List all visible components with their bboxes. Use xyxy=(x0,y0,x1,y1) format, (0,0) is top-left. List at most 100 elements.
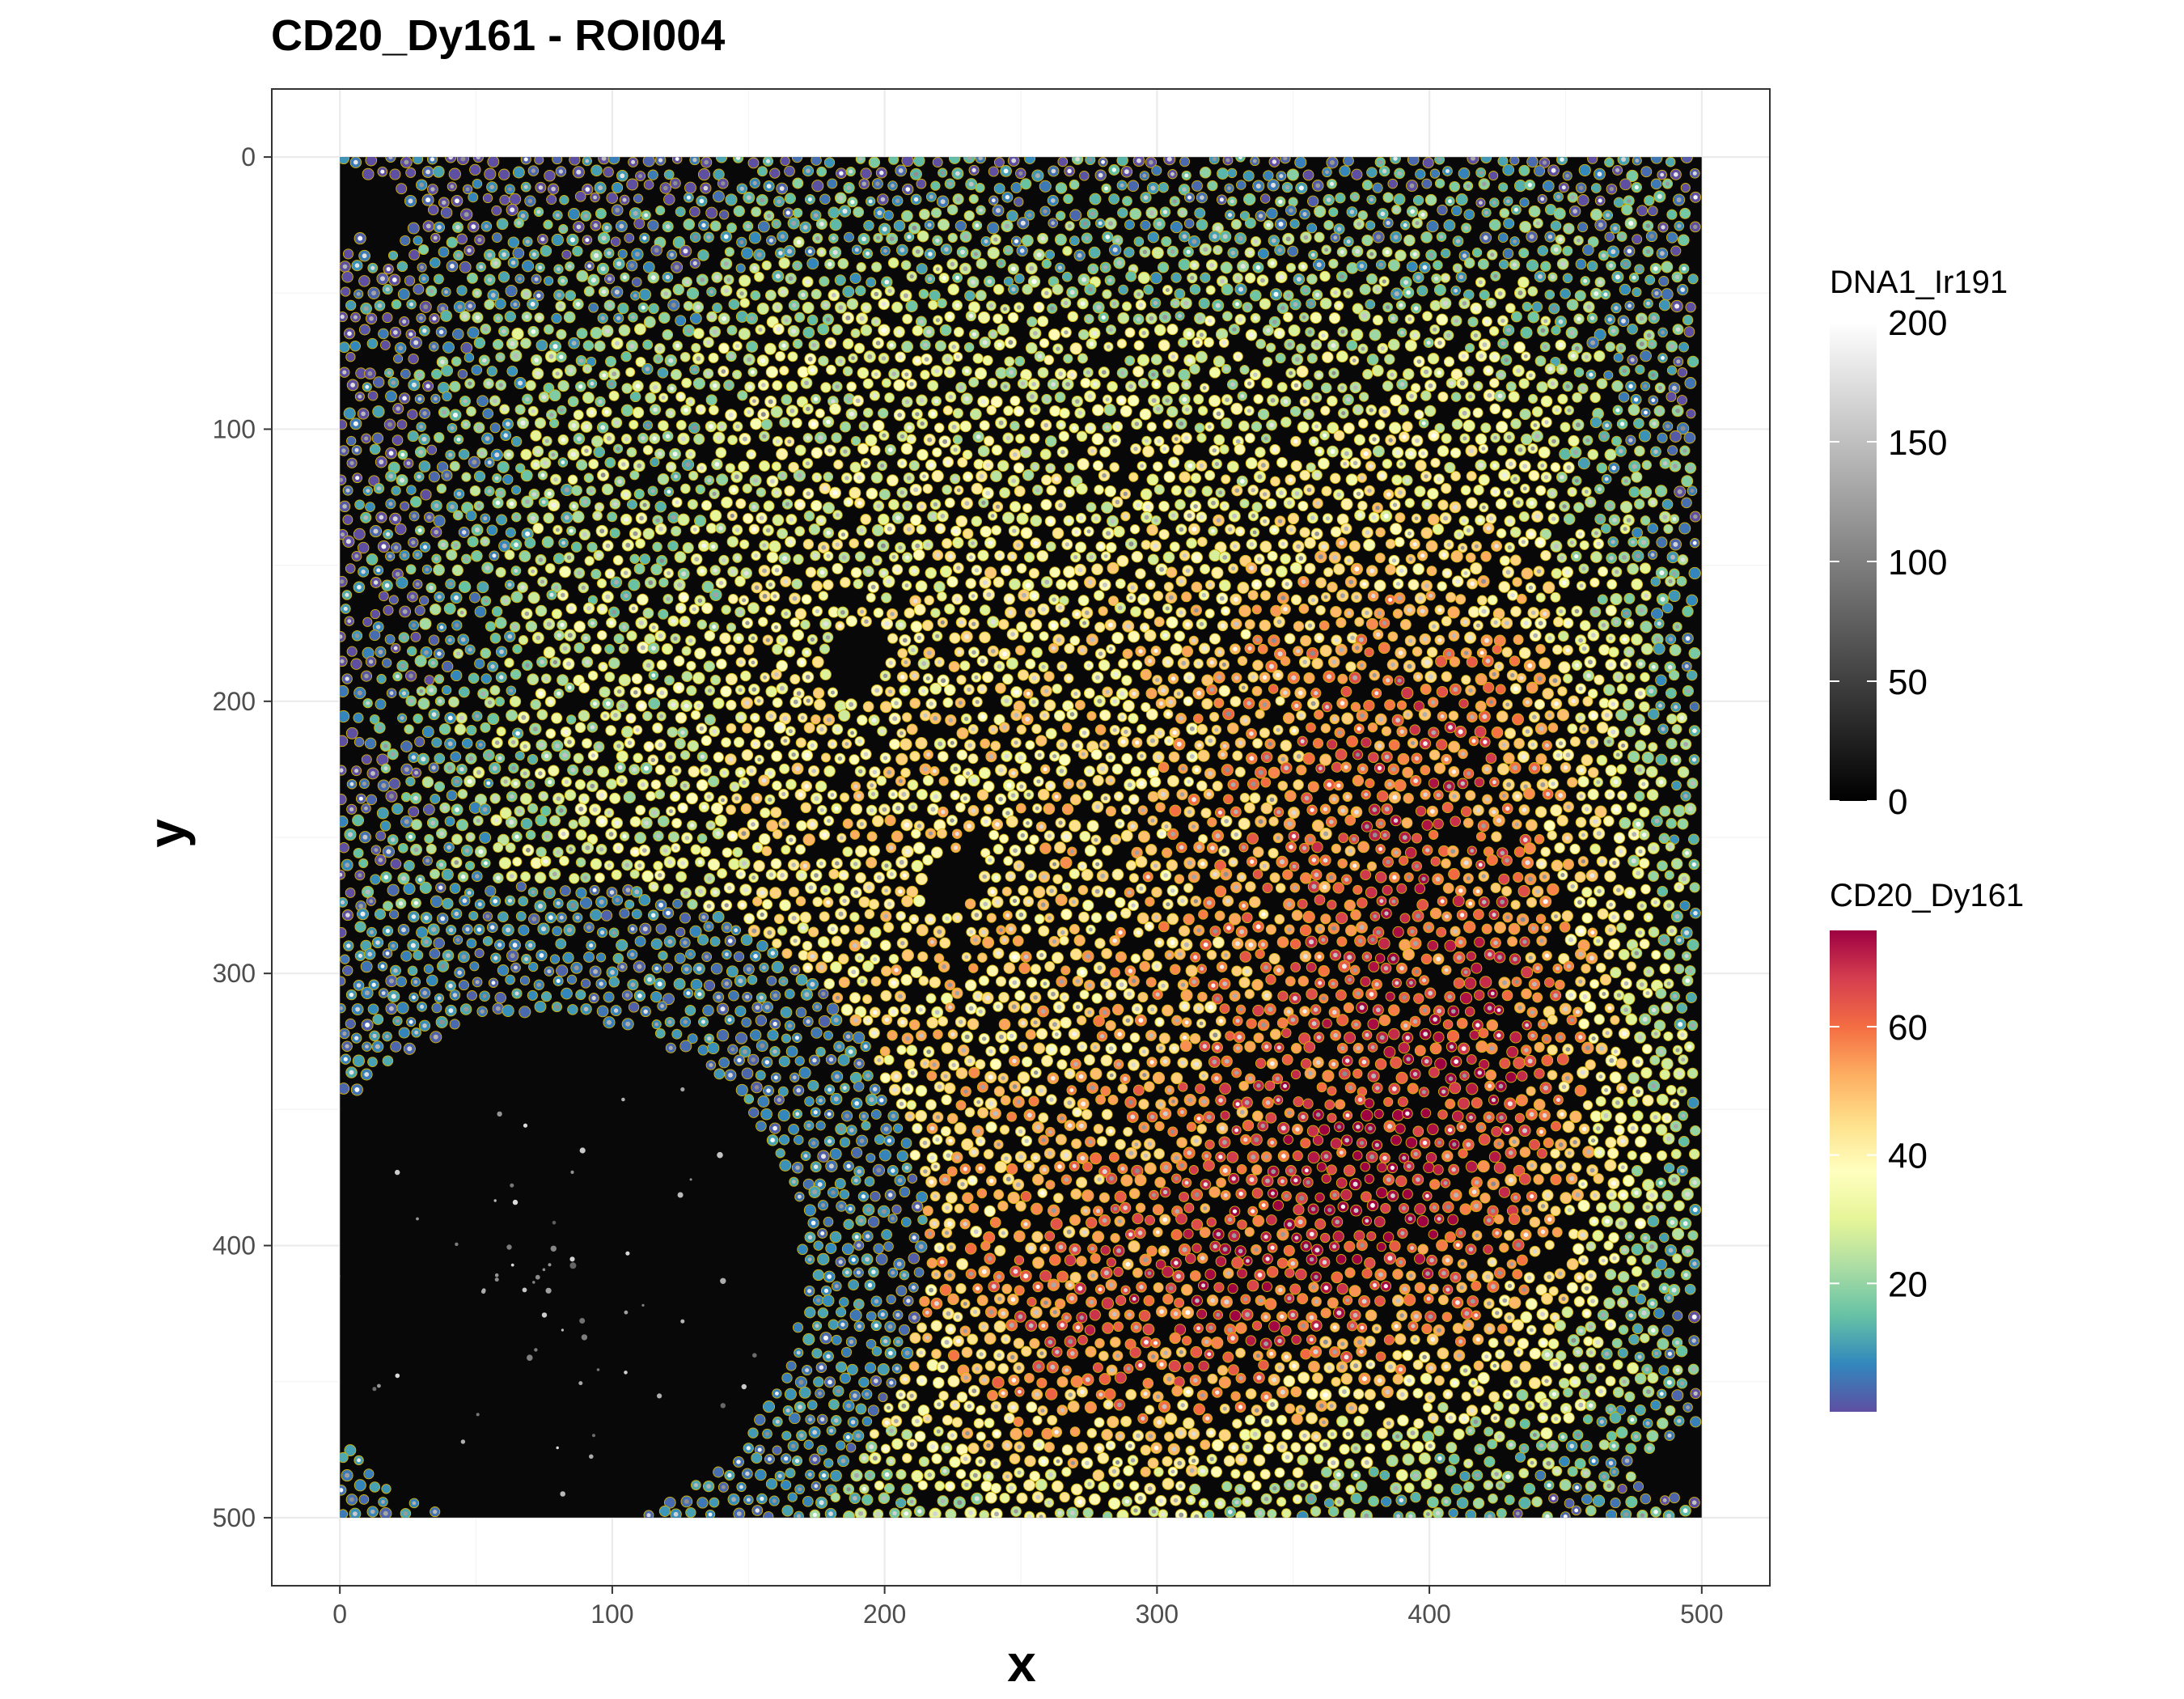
nucleus-point xyxy=(681,595,686,600)
nucleus-point xyxy=(1141,596,1146,602)
nucleus-point xyxy=(904,372,909,377)
nucleus-point xyxy=(1124,169,1129,175)
cell-point xyxy=(1358,418,1369,429)
nucleus-point xyxy=(343,607,348,611)
nucleus-point xyxy=(1540,328,1546,333)
cell-point xyxy=(1230,402,1243,415)
nucleus-point xyxy=(398,345,404,351)
nucleus-point xyxy=(751,636,756,641)
nucleus-point xyxy=(607,251,612,256)
cell-point xyxy=(472,157,484,163)
nucleus-point xyxy=(1187,358,1192,363)
nucleus-point xyxy=(1011,287,1016,292)
cell-point xyxy=(1136,354,1150,366)
nucleus-point xyxy=(826,530,831,536)
nucleus-point xyxy=(1090,637,1095,642)
nucleus-point xyxy=(1391,558,1397,563)
cell-point xyxy=(1639,562,1652,574)
cell-point xyxy=(1063,566,1076,578)
nucleus-point xyxy=(562,646,568,651)
nucleus-point xyxy=(922,474,926,479)
nucleus-point xyxy=(1347,611,1352,616)
cell-point xyxy=(1587,157,1598,164)
nucleus-point xyxy=(1497,393,1503,399)
cell-point xyxy=(1684,377,1697,389)
nucleus-point xyxy=(364,436,369,441)
cell-point xyxy=(1328,312,1341,324)
nucleus-point xyxy=(450,504,455,510)
nucleus-point xyxy=(370,265,375,270)
cell-point xyxy=(1077,595,1090,607)
nucleus-point xyxy=(341,448,346,453)
nucleus-point xyxy=(495,500,501,506)
cell-point xyxy=(1077,328,1090,341)
cell-point xyxy=(1113,525,1125,538)
cell-point xyxy=(733,205,745,218)
cell-point xyxy=(776,447,789,460)
nucleus-point xyxy=(881,356,887,361)
nucleus-point xyxy=(447,638,452,642)
nucleus-point xyxy=(751,527,757,532)
nucleus-point xyxy=(683,248,688,254)
nucleus-point xyxy=(381,544,387,549)
cell-point xyxy=(1543,581,1555,594)
nucleus-point xyxy=(956,488,961,493)
nucleus-point xyxy=(1231,566,1236,571)
nucleus-point xyxy=(1186,331,1191,337)
nucleus-point xyxy=(1550,381,1555,387)
nucleus-point xyxy=(692,607,696,612)
nucleus-point xyxy=(978,157,983,161)
nucleus-point xyxy=(756,252,762,257)
nucleus-point xyxy=(585,366,590,371)
nucleus-point xyxy=(888,447,893,452)
nucleus-point xyxy=(1283,399,1289,404)
cell-point xyxy=(918,289,929,299)
cell-point xyxy=(657,473,670,485)
nucleus-point xyxy=(1478,518,1483,523)
nucleus-point xyxy=(899,248,905,252)
cell-point xyxy=(820,382,832,393)
nucleus-point xyxy=(376,486,382,491)
cell-point xyxy=(1098,606,1108,616)
cell-point xyxy=(1178,337,1188,348)
nucleus-point xyxy=(713,592,718,598)
cell-point xyxy=(1634,445,1645,457)
cell-point xyxy=(728,299,740,310)
cell-point xyxy=(1340,498,1353,511)
nucleus-point xyxy=(556,527,560,532)
nucleus-point xyxy=(480,451,485,455)
nucleus-point xyxy=(615,341,620,346)
cell-point xyxy=(342,248,354,260)
cell-point xyxy=(584,556,595,566)
nucleus-point xyxy=(934,368,939,374)
cell-point xyxy=(1406,261,1418,273)
cell-point xyxy=(998,619,1009,630)
cell-point xyxy=(1133,340,1145,351)
nucleus-point xyxy=(1593,609,1598,614)
cell-point xyxy=(1589,392,1601,404)
nucleus-point xyxy=(1179,578,1184,584)
cell-point xyxy=(1551,325,1561,336)
nucleus-point xyxy=(1192,263,1196,268)
cell-point xyxy=(863,220,874,231)
nucleus-point xyxy=(1362,313,1367,319)
cell-point xyxy=(433,564,445,576)
nucleus-point xyxy=(432,345,436,349)
cell-point xyxy=(1545,500,1555,511)
cell-point xyxy=(1540,261,1551,272)
nucleus-point xyxy=(557,267,561,272)
nucleus-point xyxy=(433,235,438,240)
nucleus-point xyxy=(555,371,560,376)
nucleus-point xyxy=(1165,288,1170,292)
nucleus-point xyxy=(560,408,564,413)
nucleus-point xyxy=(1296,544,1301,549)
nucleus-point xyxy=(1443,276,1448,280)
cell-point xyxy=(1320,405,1331,416)
nucleus-point xyxy=(1037,354,1043,359)
nucleus-point xyxy=(866,569,871,574)
cell-point xyxy=(1293,621,1305,632)
cell-point xyxy=(345,299,357,311)
cell-point xyxy=(975,290,987,302)
nucleus-point xyxy=(882,433,887,438)
cell-point xyxy=(1416,285,1428,297)
